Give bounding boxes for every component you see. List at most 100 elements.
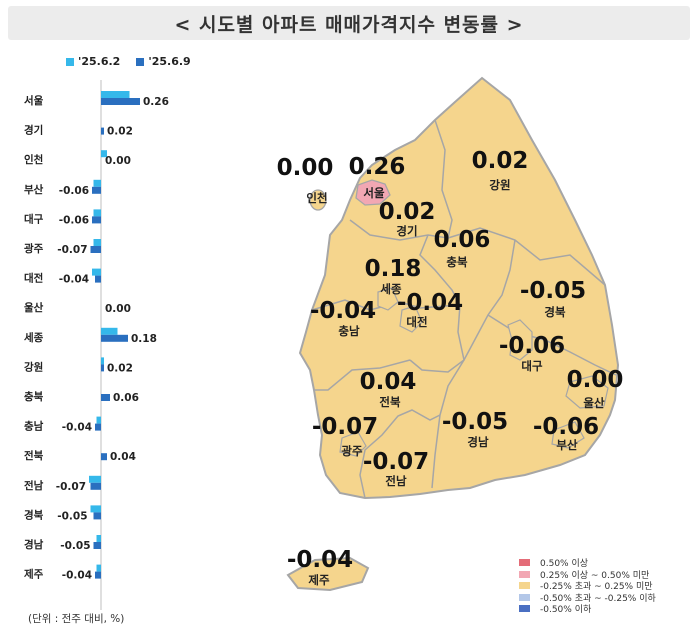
map-legend-swatch: [519, 559, 530, 567]
bar-data-label: 0.00: [105, 155, 131, 167]
chart-title: < 시도별 아파트 매매가격지수 변동률 >: [174, 13, 524, 36]
bar-data-label: 0.18: [131, 333, 157, 345]
bar-prev: [101, 357, 104, 365]
map-region-label: 대전: [406, 315, 427, 329]
bar-category-label: 전북: [24, 449, 44, 462]
bar-data-label: 0.02: [107, 362, 133, 374]
bar-prev: [92, 268, 101, 276]
bar-curr: [92, 186, 101, 194]
legend-item-curr: '25.6.9: [136, 55, 191, 68]
busan-shape: [551, 421, 585, 449]
bar-curr: [95, 423, 101, 431]
legend-swatch-prev: [66, 57, 74, 66]
bar-curr: [101, 364, 104, 372]
map-region-label: 세종: [380, 282, 402, 296]
bar-curr: [101, 394, 110, 401]
bar-data-label: -0.04: [59, 274, 89, 286]
bar-category-label: 인천: [24, 153, 43, 166]
bar-data-label: -0.05: [57, 510, 87, 522]
bar-prev: [90, 505, 101, 513]
bar-data-label: -0.05: [60, 540, 90, 552]
map-region-label: 충북: [446, 255, 468, 269]
map-value-label: 0.06: [434, 227, 491, 253]
map-region-label: 대구: [521, 359, 543, 373]
bar-prev: [93, 179, 101, 187]
bar-prev: [96, 535, 101, 542]
bar-category-label: 경북: [24, 508, 44, 521]
map-legend: 0.50% 이상 0.25% 이상 ~ 0.50% 미만 -0.25% 초과 ~ 0…: [519, 557, 656, 615]
legend-label-prev: '25.6.2: [78, 55, 121, 68]
bar-data-label: -0.07: [56, 481, 86, 493]
daegu-shape: [507, 319, 533, 361]
seoul-shape: [355, 179, 391, 206]
bar-curr: [101, 453, 107, 461]
map-region-label: 제주: [308, 573, 330, 587]
map-value-label: -0.07: [312, 414, 378, 440]
sejong-shape: [377, 287, 399, 311]
bar-prev: [96, 564, 101, 572]
bar-curr: [90, 246, 101, 253]
bar-data-label: -0.04: [62, 422, 92, 434]
map-value-label: 0.02: [472, 148, 529, 174]
map-region-label: 전북: [379, 395, 401, 409]
map-region-label: 경북: [544, 305, 566, 319]
bar-category-label: 광주: [24, 243, 44, 255]
bar-prev: [101, 327, 118, 335]
legend-item-prev: '25.6.2: [66, 55, 120, 68]
map-legend-label: -0.50% 초과 ~ -0.25% 이하: [540, 593, 656, 604]
bar-curr: [92, 216, 101, 224]
map-legend-item: -0.25% 초과 ~ 0.25% 미만: [519, 580, 656, 592]
map-value-label: 0.04: [360, 369, 417, 395]
map-value-label: -0.05: [442, 409, 508, 435]
map-region-label: 울산: [583, 396, 605, 410]
map-legend-label: 0.25% 이상 ~ 0.50% 미만: [540, 570, 650, 581]
map-value-label: -0.06: [499, 333, 565, 359]
bar-prev: [93, 239, 101, 246]
map-legend-label: -0.50% 이하: [540, 605, 592, 616]
bar-category-label: 강원: [24, 360, 43, 373]
jeju-shape: [286, 556, 370, 592]
bar-data-label: 0.04: [110, 451, 136, 463]
map-legend-item: -0.50% 초과 ~ -0.25% 이하: [519, 592, 656, 604]
bar-curr: [95, 571, 101, 579]
bar-category-label: 서울: [24, 94, 44, 107]
bar-curr: [101, 127, 104, 135]
map-legend-item: -0.50% 이하: [519, 603, 656, 615]
map-legend-item: 0.25% 이상 ~ 0.50% 미만: [519, 569, 656, 581]
daejeon-shape: [399, 305, 423, 333]
incheon-shape: [309, 189, 327, 211]
map-value-label: 0.18: [365, 256, 422, 282]
bar-data-label: 0.06: [113, 392, 139, 404]
bar-curr: [101, 334, 128, 342]
bar-prev: [93, 209, 101, 217]
map-value-label: -0.05: [520, 278, 586, 304]
ulsan-shape: [565, 375, 609, 409]
bar-category-label: 경기: [24, 124, 43, 137]
map-region-label: 전남: [385, 474, 407, 488]
bar-data-label: -0.04: [62, 570, 92, 582]
map-legend-item: 0.50% 이상: [519, 557, 656, 569]
map-region-label: 부산: [556, 438, 578, 452]
bar-data-label: -0.06: [59, 214, 89, 226]
map-value-label: -0.06: [533, 414, 599, 440]
map-value-label: -0.04: [310, 298, 376, 324]
map-value-label: 0.26: [349, 154, 406, 180]
map-value-label: -0.04: [287, 547, 353, 573]
bar-category-label: 부산: [24, 183, 44, 196]
map-legend-swatch: [519, 593, 530, 601]
map-region-label: 강원: [489, 178, 510, 192]
map-region-label: 서울: [363, 186, 385, 200]
bar-data-label: -0.07: [57, 244, 87, 256]
bar-category-label: 전남: [24, 479, 44, 492]
bar-curr: [93, 542, 101, 549]
bar-category-label: 충북: [24, 390, 44, 403]
bar-data-label: -0.06: [59, 185, 89, 197]
map-value-label: -0.04: [397, 290, 463, 316]
bar-curr: [90, 482, 101, 490]
map-region-label: 경남: [467, 435, 489, 449]
bar-category-label: 경남: [24, 538, 44, 551]
bar-category-label: 제주: [24, 568, 44, 581]
region-borders: [311, 119, 617, 499]
bar-category-label: 세종: [24, 331, 44, 344]
